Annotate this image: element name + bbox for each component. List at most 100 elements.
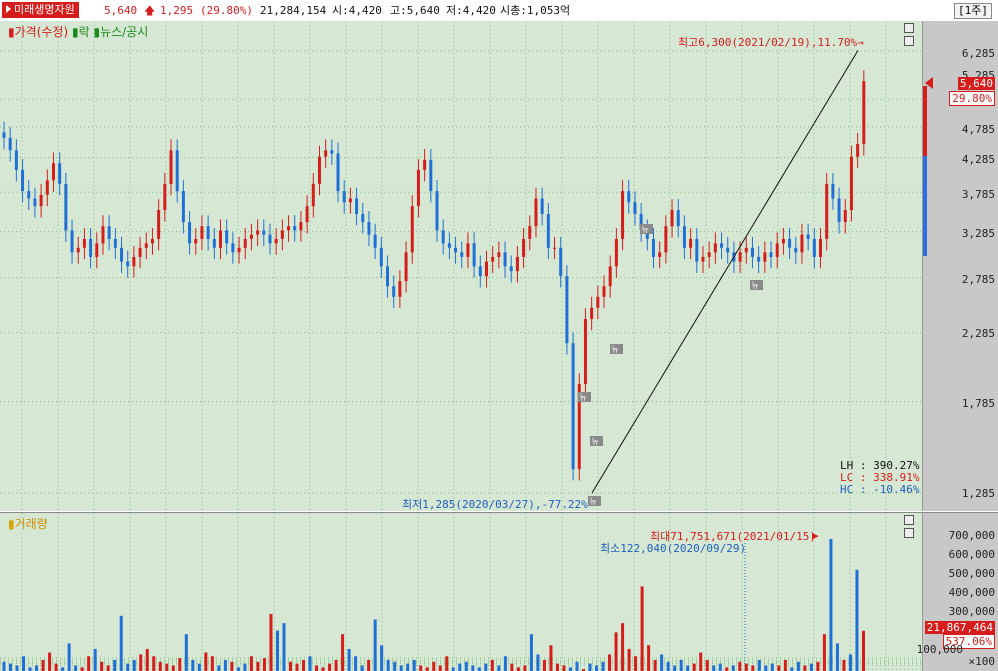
volume-bar [139,654,143,671]
volume-bar [191,659,195,671]
volume-bar [223,659,227,671]
price-axis-label: 1,785 [961,397,995,410]
stat-hc: HC : -10.46% [840,483,920,496]
stock-name-button[interactable]: 미래생명자원 [2,2,79,18]
news-marker-box [588,496,601,506]
price-candle [825,183,829,239]
period-selector[interactable]: [1주] [954,3,992,19]
price-candle [373,234,377,248]
price-candle [738,252,742,262]
volume-pct-tag: 537.06% [942,634,995,649]
volume-bar [790,667,794,671]
price-candle [800,234,804,253]
volume-bar [731,665,735,671]
price-candle [571,343,575,470]
legend-ex-rights[interactable]: 락 [78,25,90,39]
price-candle [627,191,631,203]
maximize-icon[interactable] [904,528,914,538]
volume-bar [542,659,546,671]
minimize-icon[interactable] [904,515,914,525]
volume-bar [54,663,58,671]
volume-axis-label: 600,000 [948,548,995,561]
price-candle [274,238,278,244]
volume-bar [549,645,553,671]
volume-bar [497,665,501,671]
volume-bar [855,569,859,671]
price-candle [837,198,841,223]
volume-bar [718,663,722,671]
price-candle [806,234,810,239]
volume-tag: 21,867,464 [924,621,995,634]
volume-bar [288,661,292,671]
price-candle [237,247,241,253]
price-candle [212,238,216,248]
news-marker-box [610,344,623,354]
price-candle [120,247,124,262]
volume-bar [256,661,260,671]
volume-axis-label: 100,000 [916,643,963,656]
price-axis-label: 6,285 [961,47,995,60]
volume-bar [399,665,403,671]
volume-bar [627,648,631,671]
open-price: 시:4,420 [332,4,382,17]
volume-axis[interactable]: 700,000 600,000 500,000 400,000 300,000 … [917,512,998,671]
news-marker-label: 뉴 [580,393,587,402]
volume-bar [601,661,605,671]
price-candle [633,202,637,215]
price-candle [379,247,383,267]
volume-bar [816,661,820,671]
right-arrow-icon: ▶ [812,529,819,542]
volume-max-annotation: 최대71,751,671(2021/01/15) [650,530,816,543]
dropdown-arrow-icon [6,5,11,13]
market-cap: 시총:1,053억 [500,4,571,17]
maximize-icon[interactable] [904,36,914,46]
volume-bar [315,665,319,671]
volume-bar [93,648,97,671]
price-candle [8,137,12,151]
price-candle [559,247,563,277]
volume-bar [503,656,507,671]
price-candle [682,226,686,248]
price-change-pct: (29.80%) [200,4,253,17]
price-candle [361,214,365,223]
volume-chart-pane[interactable]: ▮거래량 최대71,751,671(2021/01/15) ▶ 최소122,04… [0,512,922,671]
price-candle [441,230,445,244]
volume-bar [158,661,162,671]
news-marker: 뉴 [640,224,653,234]
legend-price[interactable]: 가격(수정) [14,25,69,39]
price-candle [392,286,396,297]
volume-bar [477,667,481,671]
price-candle [89,238,93,257]
volume-bar [275,630,279,671]
volume-bar [354,656,358,671]
news-marker: 뉴 [590,436,603,446]
volume-bar [490,659,494,671]
legend-news[interactable]: 뉴스/공시 [100,25,149,39]
price-candle [107,226,111,239]
volume-bar [341,634,345,671]
volume-legend: ▮거래량 [8,517,48,531]
price-candle [540,198,544,215]
volume-axis-label: 300,000 [948,605,995,618]
volume-bar [419,665,423,671]
volume-bar [406,663,410,671]
price-axis[interactable]: 6,285 5,285 5,640 29.80% 4,785 4,285 3,7… [922,21,998,511]
price-candle [645,230,649,239]
low-price: 저:4,420 [446,4,496,17]
volume-bar [608,654,612,671]
volume-bar [197,663,201,671]
volume-bar [809,663,813,671]
volume-bar [321,667,325,671]
news-marker-label: 뉴 [590,497,597,506]
price-candle [484,261,488,277]
price-candle [775,243,779,257]
volume-bar [523,665,527,671]
legend-volume[interactable]: 거래량 [14,517,48,531]
volume-bar [673,665,677,671]
minimize-icon[interactable] [904,23,914,33]
volume-bar [295,663,299,671]
volume-bar [764,665,768,671]
volume-bar [386,659,390,671]
